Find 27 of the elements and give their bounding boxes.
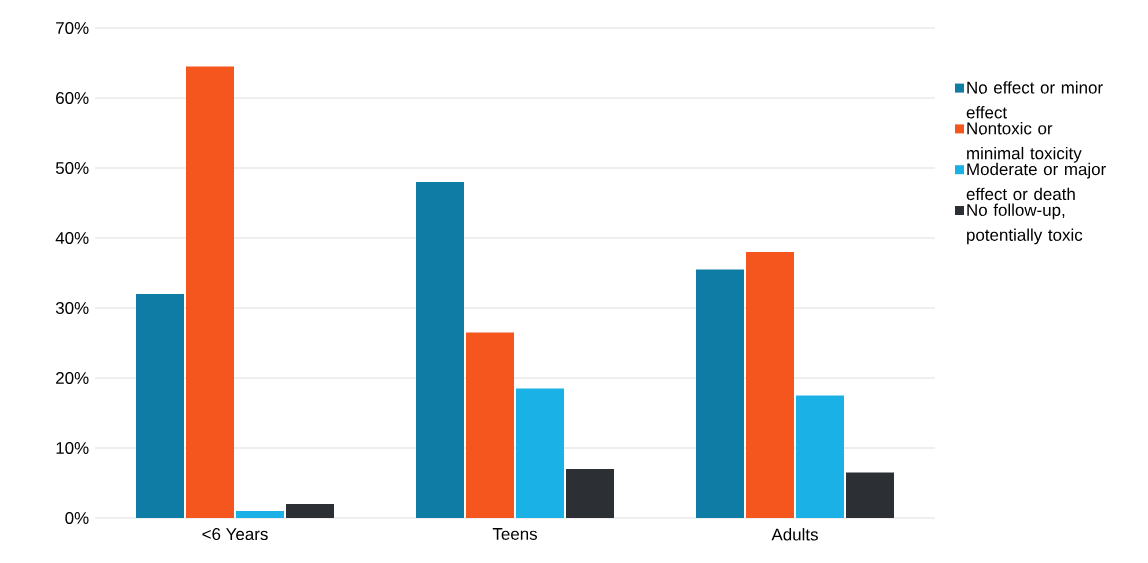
bar xyxy=(566,469,614,518)
x-tick-label: Teens xyxy=(492,528,537,540)
x-tick-label: <6 Years xyxy=(202,528,268,541)
bar xyxy=(466,332,514,518)
bar xyxy=(286,504,334,518)
y-tick-label: 50% xyxy=(55,162,89,174)
bar xyxy=(136,294,184,518)
legend-label: No effect or minor effect xyxy=(966,81,1103,119)
bar xyxy=(746,252,795,518)
bar xyxy=(696,269,744,518)
legend-label: No follow-up, potentially toxic xyxy=(967,203,1083,245)
legend-label: Moderate or major effect or death xyxy=(966,162,1106,201)
bar xyxy=(236,511,284,518)
y-tick-label: 70% xyxy=(56,22,89,34)
bar xyxy=(186,66,234,518)
x-tick-label: Adults xyxy=(771,528,818,541)
bar xyxy=(846,472,895,518)
y-tick-label: 10% xyxy=(56,442,89,454)
y-tick-label: 30% xyxy=(55,302,89,314)
y-tick-label: 0% xyxy=(65,512,89,524)
bar xyxy=(796,395,845,518)
legend-label: Nontoxic or minimal toxicity xyxy=(967,121,1082,163)
y-tick-label: 20% xyxy=(56,372,89,384)
y-tick-label: 60% xyxy=(56,92,89,104)
y-tick-label: 40% xyxy=(55,232,89,244)
bar xyxy=(416,182,464,518)
bar xyxy=(516,388,564,518)
